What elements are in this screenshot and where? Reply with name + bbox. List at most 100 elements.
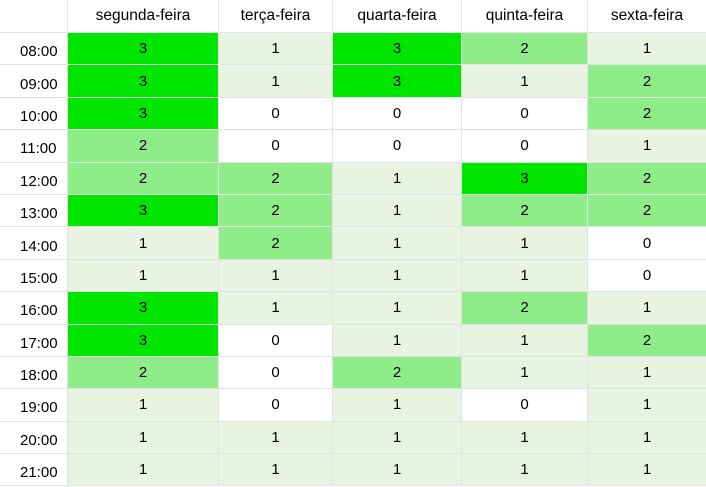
value-cell[interactable]: 1 — [219, 33, 333, 65]
value-cell[interactable]: 1 — [219, 65, 333, 97]
value-cell[interactable]: 1 — [462, 227, 588, 259]
value-cell[interactable]: 1 — [588, 292, 706, 324]
row-header-time[interactable]: 13:00 — [0, 194, 68, 227]
value-cell[interactable]: 2 — [588, 162, 706, 194]
value-cell[interactable]: 1 — [333, 292, 462, 324]
row-header-time[interactable]: 20:00 — [0, 421, 68, 454]
value-cell[interactable]: 3 — [462, 162, 588, 194]
column-header-sexta[interactable]: sexta-feira — [610, 7, 684, 24]
table-row: 11:00 2 0 0 0 1 — [0, 130, 706, 163]
value-cell[interactable]: 1 — [219, 454, 333, 486]
value-cell[interactable]: 2 — [588, 194, 706, 227]
column-header-segunda[interactable]: segunda-feira — [68, 0, 219, 32]
column-header-terca[interactable]: terça-feira — [219, 0, 333, 32]
value-cell[interactable]: 1 — [68, 421, 219, 454]
value-cell[interactable]: 1 — [462, 356, 588, 389]
value-cell[interactable]: 1 — [462, 421, 588, 454]
value-cell[interactable]: 3 — [333, 65, 462, 97]
row-header-time[interactable]: 19:00 — [0, 389, 68, 421]
row-header-time[interactable]: 17:00 — [0, 324, 68, 356]
value-cell[interactable]: 1 — [333, 421, 462, 454]
value-cell[interactable]: 0 — [219, 389, 333, 421]
value-cell[interactable]: 1 — [462, 454, 588, 486]
value-cell[interactable]: 3 — [68, 194, 219, 227]
value-cell[interactable]: 1 — [333, 259, 462, 292]
value-cell[interactable]: 1 — [219, 421, 333, 454]
value-cell[interactable]: 0 — [462, 389, 588, 421]
value-cell[interactable]: 1 — [588, 454, 706, 486]
value-cell[interactable]: 1 — [68, 227, 219, 259]
value-cell[interactable]: 0 — [462, 97, 588, 130]
value-cell[interactable]: 1 — [588, 130, 706, 162]
value-cell[interactable]: 3 — [68, 33, 219, 65]
value-cell[interactable]: 0 — [588, 227, 706, 259]
value-cell[interactable]: 2 — [462, 194, 588, 227]
row-header-time[interactable]: 14:00 — [0, 227, 68, 259]
value-cell[interactable]: 2 — [219, 227, 333, 259]
value-cell[interactable]: 0 — [333, 130, 462, 162]
row-header-time[interactable]: 18:00 — [0, 356, 68, 389]
value-cell[interactable]: 3 — [68, 292, 219, 324]
header-row: segunda-feira terça-feira quarta-feira q… — [0, 0, 706, 33]
table-row: 10:00 3 0 0 0 2 — [0, 97, 706, 131]
value-cell[interactable]: 0 — [333, 97, 462, 130]
column-header-quarta[interactable]: quarta-feira — [333, 0, 462, 32]
table-row: 21:00 1 1 1 1 1 — [0, 454, 706, 487]
value-cell[interactable]: 1 — [219, 292, 333, 324]
table-row: 09:00 3 1 3 1 2 — [0, 65, 706, 98]
value-cell[interactable]: 2 — [462, 33, 588, 65]
value-cell[interactable]: 0 — [219, 130, 333, 162]
row-header-time[interactable]: 16:00 — [0, 292, 68, 324]
value-cell[interactable]: 1 — [333, 324, 462, 356]
value-cell[interactable]: 1 — [68, 454, 219, 486]
table-row: 17:00 3 0 1 1 2 — [0, 324, 706, 357]
row-header-time[interactable]: 15:00 — [0, 259, 68, 292]
row-header-time[interactable]: 21:00 — [0, 454, 68, 486]
value-cell[interactable]: 2 — [219, 194, 333, 227]
value-cell[interactable]: 1 — [219, 259, 333, 292]
value-cell[interactable]: 1 — [333, 162, 462, 194]
value-cell[interactable]: 2 — [68, 130, 219, 162]
value-cell[interactable]: 3 — [68, 324, 219, 356]
value-cell[interactable]: 1 — [588, 356, 706, 389]
value-cell[interactable]: 1 — [333, 389, 462, 421]
column-header-quinta[interactable]: quinta-feira — [462, 0, 588, 32]
value-cell[interactable]: 2 — [333, 356, 462, 389]
value-cell[interactable]: 0 — [219, 97, 333, 130]
value-cell[interactable]: 2 — [219, 162, 333, 194]
value-cell[interactable]: 1 — [333, 227, 462, 259]
value-cell[interactable]: 2 — [68, 356, 219, 389]
value-cell[interactable]: 1 — [462, 65, 588, 97]
value-cell[interactable]: 3 — [68, 65, 219, 97]
value-cell[interactable]: 3 — [68, 97, 219, 130]
table-row: 08:00 3 1 3 2 1 — [0, 33, 706, 66]
value-cell[interactable]: 1 — [588, 421, 706, 454]
row-header-time[interactable]: 11:00 — [0, 130, 68, 162]
value-cell[interactable]: 1 — [333, 454, 462, 486]
value-cell[interactable]: 2 — [462, 292, 588, 324]
row-header-time[interactable]: 12:00 — [0, 162, 68, 194]
value-cell[interactable]: 1 — [68, 259, 219, 292]
value-cell[interactable]: 1 — [462, 324, 588, 356]
table-row: 15:00 1 1 1 1 0 — [0, 259, 706, 293]
value-cell[interactable]: 2 — [588, 97, 706, 130]
value-cell[interactable]: 1 — [588, 33, 706, 65]
corner-cell[interactable] — [0, 0, 68, 32]
value-cell[interactable]: 0 — [219, 356, 333, 389]
value-cell[interactable]: 2 — [68, 162, 219, 194]
value-cell[interactable]: 1 — [588, 389, 706, 421]
value-cell[interactable]: 0 — [588, 259, 706, 292]
row-header-time[interactable]: 08:00 — [0, 33, 68, 65]
row-header-time[interactable]: 10:00 — [0, 97, 68, 130]
value-cell[interactable]: 2 — [588, 324, 706, 356]
value-cell[interactable]: 0 — [219, 324, 333, 356]
value-cell[interactable]: 2 — [588, 65, 706, 97]
value-cell[interactable]: 1 — [68, 389, 219, 421]
table-row: 14:00 1 2 1 1 0 — [0, 227, 706, 260]
value-cell[interactable]: 1 — [333, 194, 462, 227]
row-header-time[interactable]: 09:00 — [0, 65, 68, 97]
value-cell[interactable]: 3 — [333, 33, 462, 65]
value-cell[interactable]: 0 — [462, 130, 588, 162]
value-cell[interactable]: 1 — [462, 259, 588, 292]
